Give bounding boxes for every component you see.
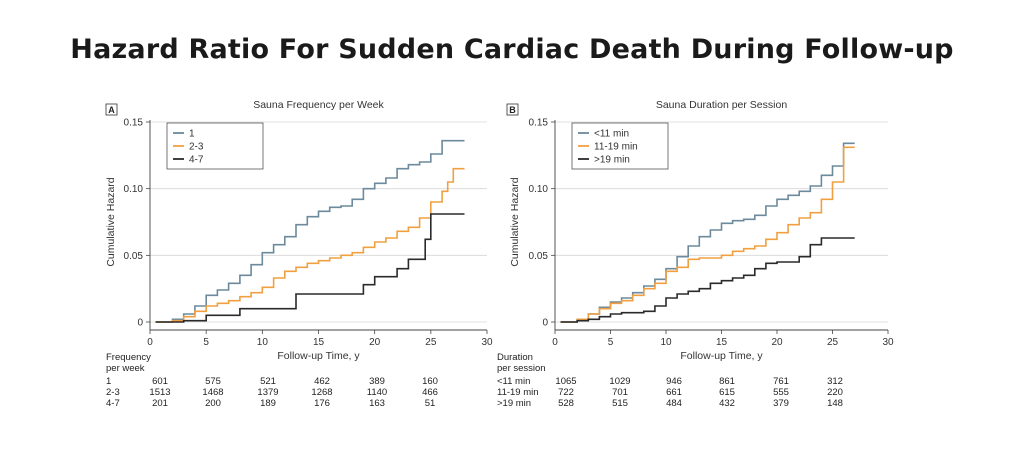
x-tick-label: 0	[552, 337, 558, 348]
risk-table-cell: 661	[666, 387, 682, 398]
risk-table-cell: 601	[152, 376, 168, 387]
risk-table-cell: 176	[314, 398, 330, 409]
risk-table-row-label: <11 min	[497, 376, 530, 387]
series-line-3	[560, 237, 855, 323]
risk-table-cell: 555	[773, 387, 789, 398]
legend-label: 1	[189, 129, 195, 140]
y-tick-label: 0	[137, 318, 143, 329]
risk-table-cell: 160	[422, 376, 438, 387]
risk-table-row-label: 1	[106, 376, 111, 387]
x-tick-label: 15	[313, 337, 325, 348]
panel-badge	[105, 103, 118, 116]
legend-label: <11 min	[594, 129, 629, 140]
risk-table-cell: 1065	[555, 376, 576, 387]
risk-table-cell: 946	[666, 376, 682, 387]
y-tick-label: 0.05	[124, 251, 144, 262]
risk-table-cell: 484	[666, 398, 682, 409]
risk-table-cell: 528	[558, 398, 574, 409]
x-axis-label: Follow-up Time, y	[680, 350, 763, 362]
risk-table-cell: 1140	[367, 387, 387, 398]
risk-table-cell: 389	[369, 376, 385, 387]
risk-table-cell: 220	[827, 387, 843, 398]
risk-table-cell: 312	[827, 376, 843, 387]
risk-table-row-label: 2-3	[106, 387, 120, 398]
risk-table-cell: 189	[260, 398, 276, 409]
series-line-2	[155, 167, 465, 323]
legend-label: 4-7	[189, 155, 204, 166]
legend-label: 11-19 min	[594, 142, 638, 153]
risk-table-cell: 575	[205, 376, 221, 387]
risk-table-cell: 51	[425, 398, 436, 409]
x-axis-label: Follow-up Time, y	[277, 350, 360, 362]
risk-table-cell: 1468	[202, 387, 223, 398]
risk-table-cell: 615	[719, 387, 735, 398]
risk-table-cell: 521	[260, 376, 276, 387]
risk-table-cell: 148	[827, 398, 843, 409]
risk-table-header: per week	[106, 363, 145, 374]
y-tick-label: 0	[542, 318, 548, 329]
series-line-1	[155, 139, 465, 323]
x-tick-label: 30	[481, 337, 493, 348]
risk-table-cell: 1029	[609, 376, 630, 387]
x-tick-label: 10	[257, 337, 269, 348]
risk-table-header: per session	[497, 363, 546, 374]
risk-table-cell: 201	[152, 398, 168, 409]
y-tick-label: 0.15	[529, 118, 549, 129]
risk-table-header: Frequency	[106, 352, 151, 363]
figure-title: Hazard Ratio For Sudden Cardiac Death Du…	[70, 34, 954, 65]
x-tick-label: 15	[716, 337, 728, 348]
y-tick-label: 0.15	[124, 118, 144, 129]
panel-label: A	[108, 105, 115, 115]
series-line-2	[560, 146, 855, 323]
legend-label: 2-3	[189, 142, 204, 153]
y-axis-label: Cumulative Hazard	[105, 177, 117, 266]
x-tick-label: 5	[608, 337, 614, 348]
risk-table-cell: 200	[205, 398, 221, 409]
risk-table-cell: 701	[612, 387, 628, 398]
x-tick-label: 20	[369, 337, 381, 348]
x-tick-label: 25	[827, 337, 839, 348]
panel-title: Sauna Frequency per Week	[253, 99, 384, 111]
risk-table-cell: 432	[719, 398, 735, 409]
y-tick-label: 0.10	[124, 184, 144, 195]
risk-table-row-label: 4-7	[106, 398, 120, 409]
y-tick-label: 0.05	[529, 251, 549, 262]
risk-table-cell: 466	[422, 387, 438, 398]
risk-table-cell: 1379	[257, 387, 278, 398]
x-tick-label: 10	[660, 337, 672, 348]
x-tick-label: 0	[147, 337, 153, 348]
series-line-3	[155, 213, 465, 323]
risk-table-cell: 1268	[311, 387, 332, 398]
panel-label: B	[509, 105, 516, 115]
risk-table-cell: 861	[719, 376, 735, 387]
risk-table-cell: 379	[773, 398, 789, 409]
x-tick-label: 30	[882, 337, 894, 348]
risk-table-row-label: 11-19 min	[497, 387, 539, 398]
risk-table-cell: 722	[558, 387, 574, 398]
risk-table-header: Duration	[497, 352, 533, 363]
risk-table-cell: 462	[314, 376, 330, 387]
panel-b: B Sauna Duration per Session 0 0.05 0.10 0.15…	[497, 99, 894, 409]
x-tick-label: 5	[203, 337, 209, 348]
legend-label: >19 min	[594, 155, 630, 166]
series-line-1	[560, 142, 855, 323]
panel-a: A Sauna Frequency per Week 0 0.05 0.10 0.15 0 5…	[105, 99, 493, 409]
risk-table-cell: 163	[369, 398, 385, 409]
panel-title: Sauna Duration per Session	[656, 99, 787, 111]
y-tick-label: 0.10	[529, 184, 549, 195]
x-tick-label: 25	[425, 337, 437, 348]
risk-table-cell: 761	[773, 376, 789, 387]
x-tick-label: 20	[771, 337, 783, 348]
y-axis-label: Cumulative Hazard	[509, 177, 521, 266]
panel-badge	[506, 103, 519, 116]
risk-table-cell: 515	[612, 398, 628, 409]
risk-table-cell: 1513	[149, 387, 170, 398]
risk-table-row-label: >19 min	[497, 398, 531, 409]
